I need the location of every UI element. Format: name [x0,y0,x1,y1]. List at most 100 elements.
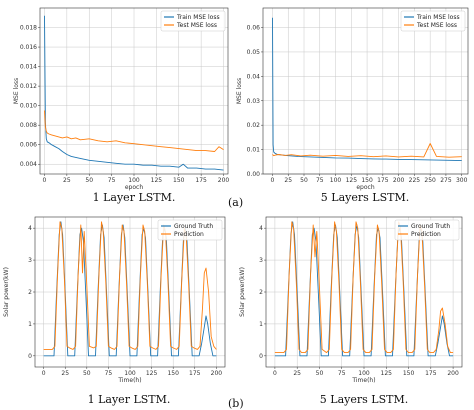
y-tick-label: 0.05 [247,49,261,56]
y-tick-label: 2 [28,289,32,296]
x-axis-label: Time(h) [117,377,141,384]
x-tick-label: 25 [293,370,301,377]
series-line-orange [274,221,454,354]
x-tick-label: 150 [361,177,373,184]
x-tick-label: 0 [42,370,46,377]
y-tick-label: 0 [28,353,32,360]
x-tick-label: 100 [358,370,370,377]
x-tick-label: 50 [83,370,91,377]
subfigure-caption: 5 Layers LSTM. [321,191,409,204]
x-tick-label: 100 [124,370,136,377]
y-tick-label: 3 [28,257,32,264]
x-tick-label: 75 [316,177,324,184]
series-line-orange [43,221,217,350]
x-tick-label: 75 [105,370,113,377]
legend-box [160,10,226,32]
x-tick-label: 50 [85,177,93,184]
legend-label: Prediction [174,231,204,238]
x-tick-label: 0 [43,177,47,184]
subfigure-caption: 1 Layer LSTM. [93,191,176,204]
x-tick-label: 275 [440,177,452,184]
x-tick-label: 200 [447,370,459,377]
legend-label: Ground Truth [411,223,450,230]
x-tick-label: 175 [195,177,207,184]
y-tick-label: 0.04 [247,73,261,80]
x-tick-label: 175 [189,370,201,377]
x-tick-label: 25 [61,370,69,377]
chart-panel-1: 0 25 50 75 100 125 150 175 200 0.004 0.006 0.008 0.0… [13,7,230,204]
chart-panel-4: 0 25 50 75 100 125 150 175 200 0 1 2 3 4 Time(h) Solar … [239,216,463,406]
legend-label: Test MSE loss [416,22,457,29]
x-tick-label: 175 [377,177,389,184]
x-axis-label: epoch [356,184,374,191]
x-tick-label: 150 [403,370,415,377]
x-tick-label: 175 [425,370,437,377]
y-tick-label: 2 [259,289,263,296]
x-tick-label: 100 [128,177,140,184]
y-tick-label: 1 [28,321,32,328]
x-tick-label: 50 [316,370,324,377]
y-tick-label: 4 [259,225,263,232]
plot-frame [262,7,469,175]
row-label-b: (b) [228,397,244,410]
y-tick-label: 0.010 [20,103,37,110]
chart-panel-2: 0 25 50 75 100 125 150 175 200 225 250 275 3000.000.… [236,7,469,204]
x-tick-label: 125 [346,177,358,184]
y-tick-label: 0.018 [20,25,37,32]
legend-box [400,10,466,32]
x-tick-label: 150 [173,177,185,184]
y-tick-label: 0.01 [247,147,261,154]
legend-label: Prediction [411,231,441,238]
x-tick-label: 225 [409,177,421,184]
legend-box [157,219,223,241]
subfigure-caption: 5 Layers LSTM. [320,393,408,406]
x-tick-label: 75 [338,370,346,377]
x-tick-label: 200 [218,177,230,184]
legend-box [394,219,460,241]
y-axis-label: Solar power(kW) [3,267,10,317]
legend-label: Train MSE loss [416,14,460,21]
series-line-orange [272,143,462,158]
y-axis-label: MSE loss [13,78,20,104]
legend-label: Ground Truth [174,223,213,230]
y-tick-label: 3 [259,257,263,264]
y-tick-label: 0.004 [20,161,37,168]
y-tick-label: 0.014 [20,64,37,71]
x-tick-label: 250 [424,177,436,184]
x-tick-label: 0 [273,370,277,377]
y-tick-label: 0.03 [247,98,261,105]
y-tick-label: 0.00 [247,171,261,178]
x-tick-label: 125 [151,177,163,184]
legend-label: Test MSE loss [176,22,217,29]
x-tick-label: 25 [284,177,292,184]
x-tick-label: 125 [381,370,393,377]
y-tick-label: 0.016 [20,44,37,51]
x-tick-label: 150 [167,370,179,377]
y-tick-label: 4 [28,225,32,232]
y-tick-label: 0.012 [20,83,37,90]
y-tick-label: 0.008 [20,122,37,129]
x-tick-label: 200 [393,177,405,184]
x-axis-label: epoch [125,184,143,191]
subfigure-caption: 1 Layer LSTM. [88,393,171,406]
x-axis-label: Time(h) [351,377,375,384]
y-tick-label: 0 [259,353,263,360]
series-line-blue [272,17,462,162]
x-tick-label: 50 [300,177,308,184]
y-tick-label: 0.02 [247,122,261,129]
x-tick-label: 0 [271,177,275,184]
y-tick-label: 0.06 [247,25,261,32]
chart-panel-3: 0 25 50 75 100 125 150 175 200 0 1 2 3 4 Time(h) Solar … [3,216,226,406]
series-line-orange [44,110,224,152]
x-tick-label: 125 [146,370,158,377]
x-tick-label: 300 [456,177,468,184]
y-tick-label: 0.006 [20,142,37,149]
x-tick-label: 25 [63,177,71,184]
row-label-a: (a) [228,196,243,209]
x-tick-label: 100 [330,177,342,184]
